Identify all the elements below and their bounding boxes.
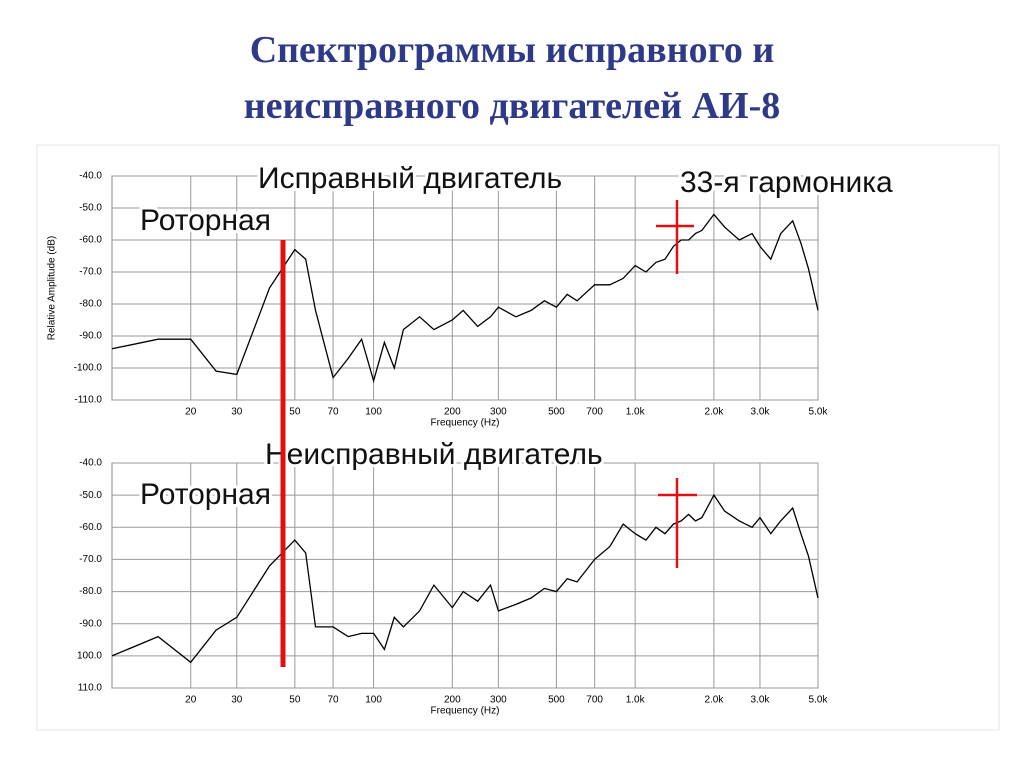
x-tick-label: 3.0k — [751, 407, 771, 418]
annotation: Роторная — [140, 478, 271, 511]
y-tick-label: 100.0 — [77, 650, 102, 661]
spectrum-line — [111, 213, 819, 384]
x-tick-label: 700 — [586, 695, 603, 706]
x-axis-label: Frequency (Hz) — [431, 706, 500, 717]
x-tick-label: 1.0k — [626, 695, 646, 706]
x-tick-label: 20 — [185, 407, 197, 418]
x-tick-label: 5.0k — [809, 695, 829, 706]
x-tick-label: 30 — [231, 407, 243, 418]
annotation: Исправный двигатель — [258, 162, 562, 195]
annotation: Неисправный двигатель — [265, 438, 603, 471]
slide-title: Спектрограммы исправного и — [250, 29, 775, 71]
y-tick-label: -70.0 — [79, 267, 102, 278]
x-axis-label: Frequency (Hz) — [431, 418, 500, 429]
x-tick-label: 30 — [231, 695, 243, 706]
x-tick-label: 200 — [444, 407, 461, 418]
x-tick-label: 70 — [327, 695, 339, 706]
x-tick-label: 3.0k — [751, 695, 771, 706]
x-tick-label: 2.0k — [704, 407, 724, 418]
y-axis-label: Relative Amplitude (dB) — [47, 236, 58, 341]
y-tick-label: -80.0 — [79, 586, 102, 597]
y-tick-label: 110.0 — [78, 683, 103, 694]
x-tick-label: 100 — [365, 407, 382, 418]
y-tick-label: -110.0 — [74, 395, 102, 406]
y-tick-label: -50.0 — [79, 203, 102, 214]
slide-title: неисправного двигателей АИ-8 — [244, 85, 780, 127]
y-tick-label: -50.0 — [79, 490, 102, 501]
x-tick-label: 100 — [365, 695, 382, 706]
y-tick-label: -40.0 — [79, 171, 102, 182]
charts: -40.0 -50.0 -60.0 -70.0 -80.0 -90.0 -100.0 -110… — [47, 159, 896, 717]
x-tick-label: 200 — [444, 695, 461, 706]
x-tick-label: 1.0k — [626, 407, 646, 418]
annotation: 33-я гармоника — [680, 166, 893, 199]
x-tick-label: 50 — [289, 407, 301, 418]
x-tick-label: 300 — [490, 695, 507, 706]
overlay — [280, 200, 697, 667]
x-tick-label: 300 — [490, 407, 507, 418]
annotation: Роторная — [140, 204, 271, 237]
y-tick-label: -90.0 — [79, 618, 102, 629]
x-tick-label: 2.0k — [704, 695, 724, 706]
y-tick-label: -90.0 — [79, 331, 102, 342]
x-tick-label: 50 — [289, 695, 301, 706]
chart: -40.0 -50.0 -60.0 -70.0 -80.0 -90.0 100.0 110.0… — [77, 435, 829, 717]
y-tick-label: -70.0 — [79, 554, 102, 565]
y-tick-label: -80.0 — [79, 299, 102, 310]
x-tick-label: 500 — [548, 695, 565, 706]
y-tick-label: -60.0 — [79, 522, 102, 533]
plot-area — [111, 175, 819, 401]
x-tick-label: 70 — [327, 407, 339, 418]
x-tick-label: 500 — [548, 407, 565, 418]
y-tick-label: -60.0 — [79, 235, 102, 246]
y-tick-label: -100.0 — [74, 363, 103, 374]
y-tick-label: -40.0 — [79, 458, 102, 469]
x-tick-label: 5.0k — [809, 407, 829, 418]
x-tick-label: 20 — [185, 695, 197, 706]
chart: -40.0 -50.0 -60.0 -70.0 -80.0 -90.0 -100.0 -110… — [47, 159, 896, 429]
x-tick-label: 700 — [586, 407, 603, 418]
spectrum-line — [111, 493, 819, 664]
